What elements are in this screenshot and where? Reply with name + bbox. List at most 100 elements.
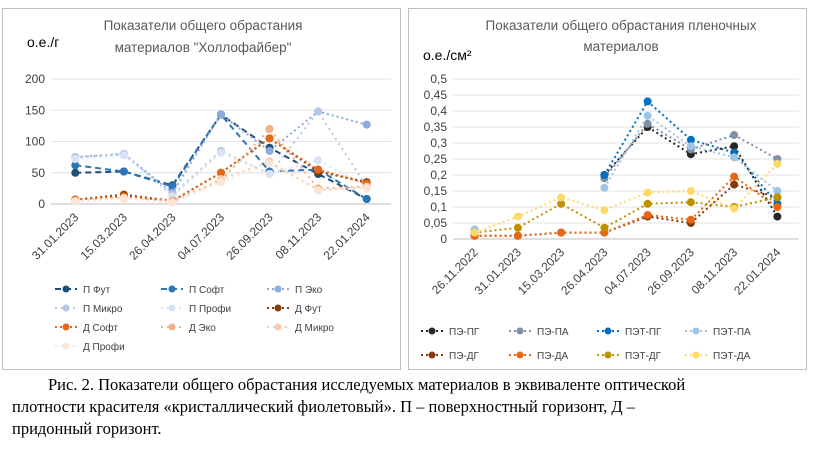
legend-label: Д Микро — [295, 323, 334, 334]
y-tick-label: 200 — [25, 72, 45, 86]
chart-title-line: Показатели общего обрастания — [104, 18, 303, 33]
data-point — [686, 215, 695, 224]
x-tick-label: 26.09.2023 — [223, 210, 276, 263]
x-tick-label: 22.01.2024 — [731, 245, 784, 298]
legend-label: ПЭ-ПГ — [449, 327, 480, 338]
data-point — [557, 199, 566, 208]
data-point — [217, 148, 225, 157]
legend-label: П Микро — [83, 304, 123, 315]
y-tick-label: 0,25 — [424, 152, 448, 166]
y-tick-label: 0,35 — [424, 120, 448, 134]
legend-swatch-marker — [428, 327, 436, 335]
legend-swatch-marker — [168, 285, 176, 293]
y-tick-label: 50 — [32, 166, 46, 180]
legend-swatch-marker — [62, 304, 70, 312]
x-tick-label: 04.07.2023 — [175, 210, 228, 263]
data-point — [643, 111, 652, 120]
data-point — [600, 183, 609, 192]
data-point — [265, 146, 274, 155]
data-point — [513, 212, 522, 221]
x-tick-label: 26.04.2023 — [126, 210, 179, 263]
data-point — [773, 159, 782, 168]
data-point — [730, 172, 739, 181]
data-point — [730, 153, 739, 162]
legend-label: ПЭТ-ПГ — [625, 327, 662, 338]
legend-label: П Профи — [189, 303, 231, 315]
data-point — [686, 187, 695, 195]
x-tick-label: 15.03.2023 — [78, 210, 131, 263]
data-point — [643, 211, 652, 219]
data-point — [686, 135, 695, 144]
legend-swatch-marker — [274, 285, 282, 293]
legend-swatch-marker — [62, 342, 70, 350]
data-point — [314, 107, 323, 116]
chart-title-line: Показатели общего обрастания пленочных — [486, 18, 757, 33]
y-tick-label: 0,2 — [430, 168, 447, 182]
legend-swatch-marker — [604, 327, 612, 335]
data-point — [730, 142, 739, 151]
legend-swatch-marker — [274, 304, 282, 312]
series-line — [474, 196, 778, 234]
data-point — [513, 231, 522, 240]
legend-swatch-marker — [516, 327, 524, 335]
legend-label: Д Фут — [295, 304, 322, 315]
data-point — [119, 151, 128, 160]
y-tick-label: 0,45 — [424, 88, 448, 102]
data-point — [71, 155, 80, 163]
y-tick-label: 0,5 — [430, 72, 447, 86]
legend-swatch-marker — [604, 351, 612, 359]
data-point — [773, 212, 782, 221]
data-point — [362, 120, 371, 129]
legend-swatch-marker — [168, 304, 176, 312]
chart-svg-left: Показатели общего обрастания материалов "… — [25, 18, 391, 353]
series-line — [474, 163, 779, 234]
chart-svg-right: Показатели общего обрастания пленочных ма… — [421, 18, 799, 362]
legend-label: ПЭТ-ДА — [713, 351, 751, 362]
legend-swatch-marker — [62, 285, 70, 293]
data-point — [265, 159, 274, 168]
x-tick-label: 08.11.2023 — [273, 210, 325, 262]
data-point — [730, 204, 739, 213]
data-point — [557, 228, 566, 237]
data-point — [773, 193, 782, 202]
legend-swatch-marker — [516, 351, 524, 359]
data-point — [600, 206, 609, 215]
legend-swatch-marker — [274, 323, 282, 331]
legend-label: П Фут — [83, 285, 111, 296]
data-point — [71, 197, 80, 206]
legend-swatch-marker — [168, 323, 176, 331]
legend-swatch-marker — [62, 323, 70, 331]
chart-title-line: материалов — [583, 39, 658, 54]
caption-line-1: Рис. 2. Показатели общего обрастания исс… — [48, 375, 686, 394]
x-tick-label: 31.01.2023 — [29, 210, 82, 263]
data-point — [362, 184, 371, 193]
data-point — [557, 193, 566, 202]
chart-panel-left: Показатели общего обрастания материалов "… — [2, 8, 401, 370]
chart-panel-right: Показатели общего обрастания пленочных ма… — [408, 8, 807, 370]
legend-label: ПЭ-ПА — [537, 327, 569, 338]
legend-label: ПЭТ-ДГ — [625, 351, 662, 362]
figure-caption: Рис. 2. Показатели общего обрастания исс… — [12, 374, 817, 440]
y-tick-label: 0 — [38, 197, 45, 211]
legend-label: Д Эко — [189, 323, 216, 334]
data-point — [730, 131, 739, 139]
legend-label: ПЭ-ДГ — [449, 351, 479, 362]
y-axis-label: о.е./г — [27, 34, 59, 50]
series-line — [603, 122, 778, 179]
data-point — [314, 156, 323, 165]
legend-label: Д Профи — [83, 341, 125, 353]
legend-label: ПЭ-ДА — [537, 351, 568, 362]
x-tick-label: 22.01.2024 — [320, 210, 373, 263]
data-point — [265, 170, 274, 178]
data-point — [513, 223, 522, 232]
y-tick-label: 150 — [25, 103, 45, 117]
data-point — [643, 199, 652, 208]
data-point — [168, 198, 177, 207]
data-point — [600, 223, 609, 232]
legend-label: ПЭТ-ПА — [713, 327, 751, 338]
data-point — [71, 168, 80, 177]
data-point — [265, 125, 274, 133]
legend-label: П Софт — [189, 284, 225, 296]
y-tick-label: 0,4 — [430, 104, 447, 118]
legend-swatch-marker — [428, 351, 436, 359]
